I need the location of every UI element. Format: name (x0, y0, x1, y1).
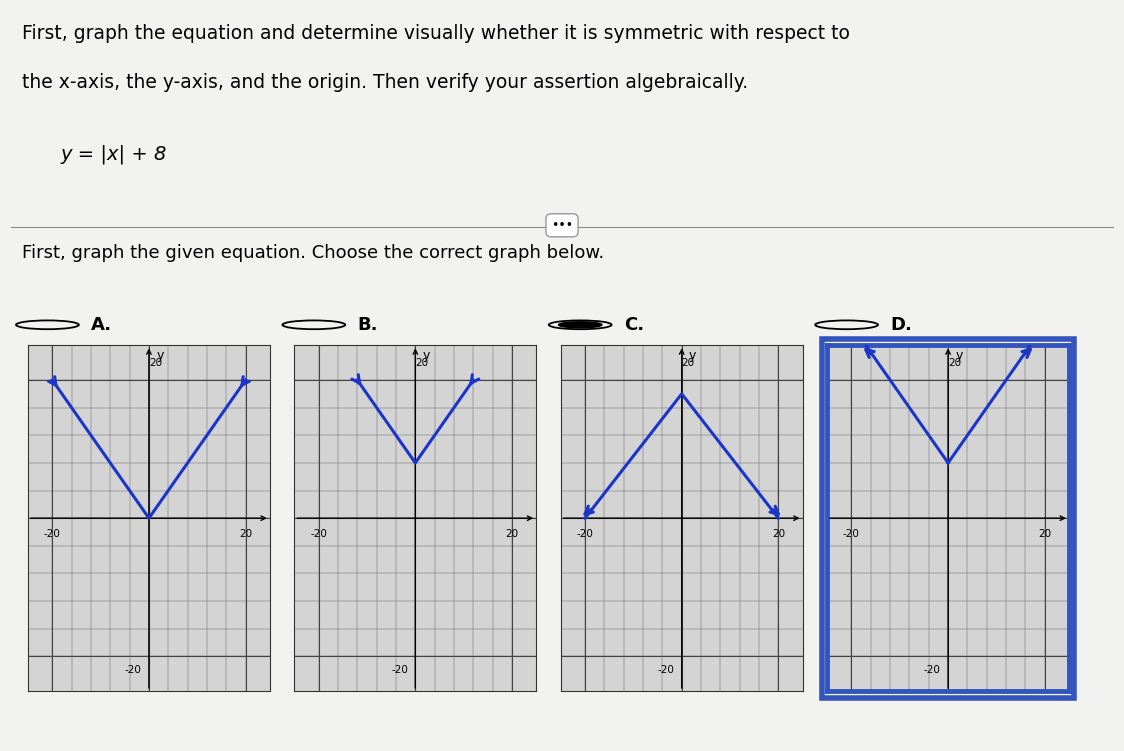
Text: First, graph the equation and determine visually whether it is symmetric with re: First, graph the equation and determine … (22, 24, 850, 43)
Text: -20: -20 (391, 665, 408, 675)
Text: -20: -20 (924, 665, 941, 675)
Text: y: y (689, 349, 697, 362)
Text: -20: -20 (658, 665, 674, 675)
Text: y: y (156, 349, 164, 362)
Text: -20: -20 (125, 665, 142, 675)
Text: 20: 20 (681, 357, 695, 368)
Text: -20: -20 (44, 529, 61, 538)
Text: 20: 20 (1039, 529, 1051, 538)
Text: D.: D. (890, 316, 912, 333)
Text: 20: 20 (506, 529, 518, 538)
Text: A.: A. (91, 316, 112, 333)
Text: -20: -20 (310, 529, 327, 538)
Text: B.: B. (357, 316, 378, 333)
Text: y: y (955, 349, 963, 362)
Text: -20: -20 (843, 529, 860, 538)
Text: the x-axis, the y-axis, and the origin. Then verify your assertion algebraically: the x-axis, the y-axis, and the origin. … (22, 73, 749, 92)
Text: y: y (423, 349, 430, 362)
Text: 20: 20 (772, 529, 785, 538)
Text: 20: 20 (949, 357, 961, 368)
Text: 20: 20 (148, 357, 162, 368)
Text: First, graph the given equation. Choose the correct graph below.: First, graph the given equation. Choose … (22, 245, 605, 262)
Circle shape (559, 321, 602, 328)
Text: 20: 20 (239, 529, 252, 538)
Text: •••: ••• (551, 219, 573, 232)
Text: -20: -20 (577, 529, 593, 538)
Text: 20: 20 (415, 357, 428, 368)
Text: C.: C. (624, 316, 644, 333)
Text: y = |x| + 8: y = |x| + 8 (61, 145, 167, 164)
